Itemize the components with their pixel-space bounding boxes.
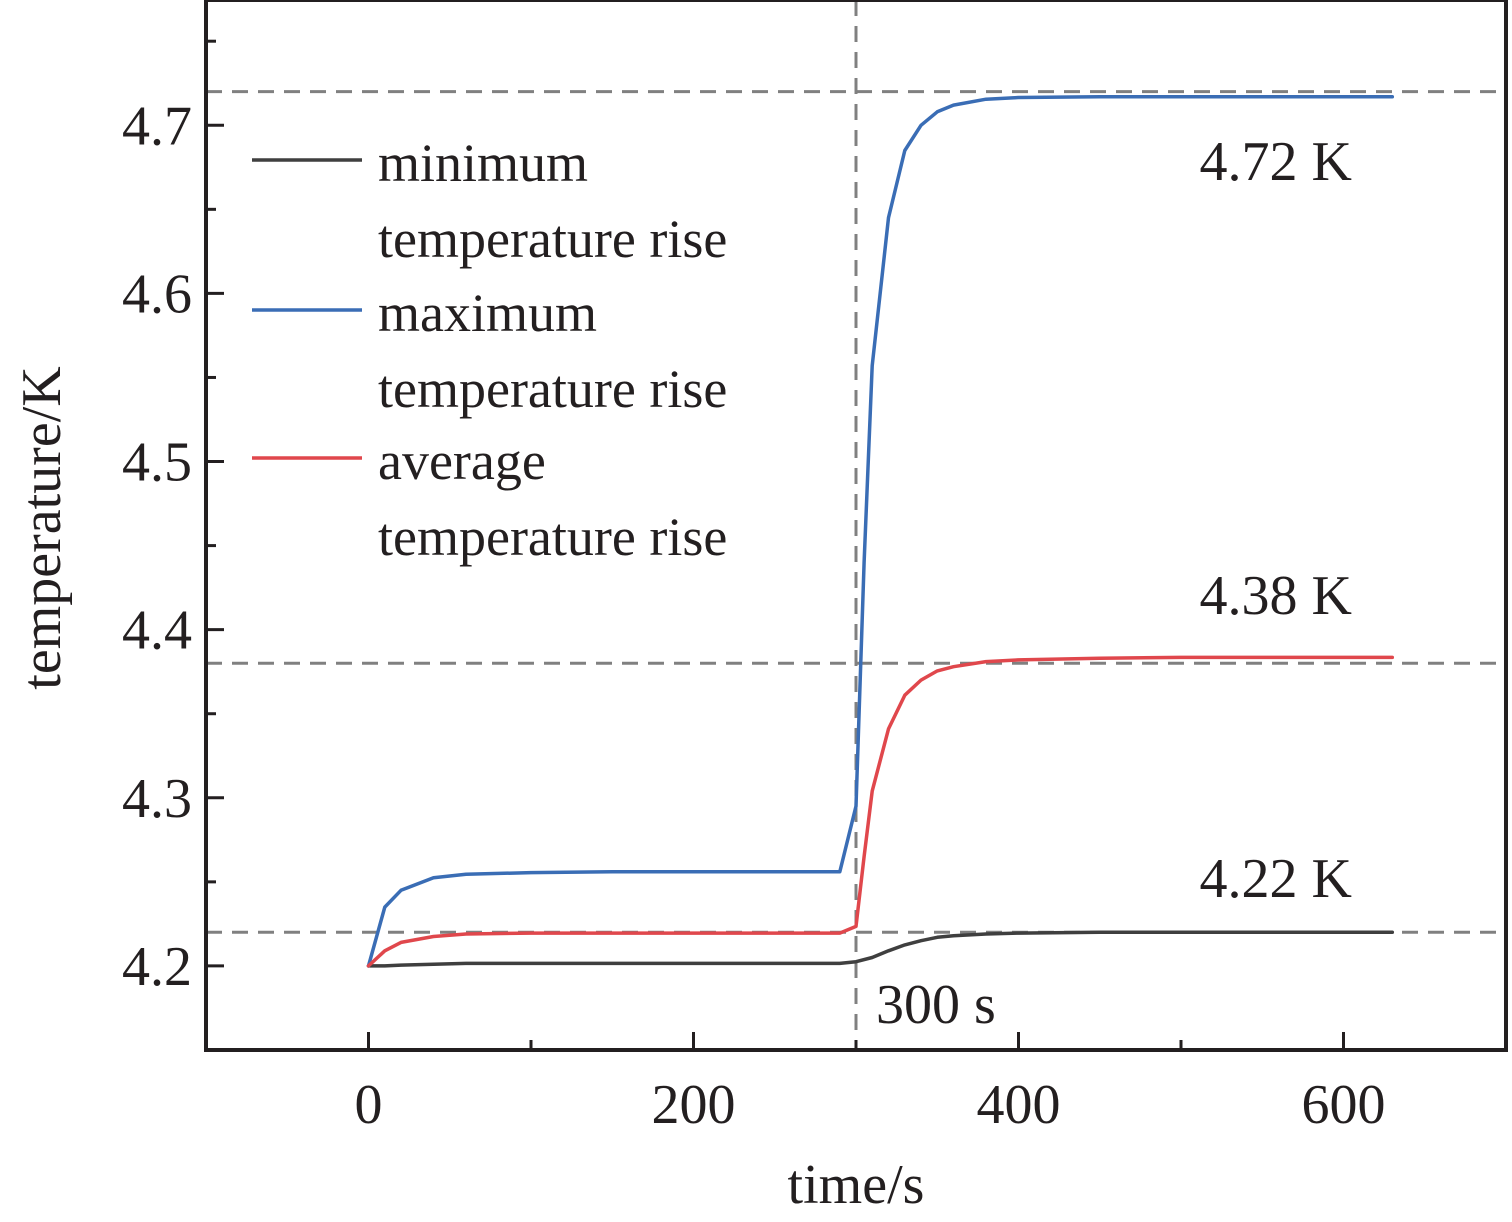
reference-lines bbox=[206, 0, 1506, 1050]
x-tick-label: 400 bbox=[977, 1074, 1061, 1136]
y-tick-label: 4.3 bbox=[122, 768, 192, 830]
y-tick-label: 4.2 bbox=[122, 936, 192, 998]
tick-labels: 0 200 400 600 4.2 4.3 4.4 4.5 4.6 4.7 bbox=[122, 95, 1386, 1136]
annotation-4-38: 4.38 K bbox=[1200, 565, 1352, 627]
x-tick-label: 600 bbox=[1302, 1074, 1386, 1136]
y-tick-label: 4.7 bbox=[122, 95, 192, 157]
series-line-0 bbox=[366, 930, 1395, 968]
series-line-1 bbox=[366, 94, 1395, 968]
y-tick-label: 4.4 bbox=[122, 600, 192, 662]
x-axis-title: time/s bbox=[788, 1154, 925, 1216]
annotation-4-22: 4.22 K bbox=[1200, 848, 1352, 910]
legend-label-2: average temperature rise bbox=[378, 431, 727, 567]
legend-label-1: maximum temperature rise bbox=[378, 283, 727, 419]
x-tick-label: 0 bbox=[355, 1074, 383, 1136]
annotation-4-72: 4.72 K bbox=[1200, 131, 1352, 193]
series-line-2 bbox=[366, 655, 1395, 968]
series-layer bbox=[366, 94, 1395, 968]
y-tick-label: 4.6 bbox=[122, 263, 192, 325]
ticks bbox=[204, 39, 1508, 1052]
y-axis-title: temperature/K bbox=[11, 366, 73, 689]
y-tick-label: 4.5 bbox=[122, 432, 192, 494]
legend: minimum temperature rise maximum temperatur… bbox=[252, 133, 727, 567]
x-tick-label: 200 bbox=[652, 1074, 736, 1136]
annotation-300s: 300 s bbox=[876, 974, 996, 1036]
legend-label-0: minimum temperature rise bbox=[378, 133, 727, 269]
